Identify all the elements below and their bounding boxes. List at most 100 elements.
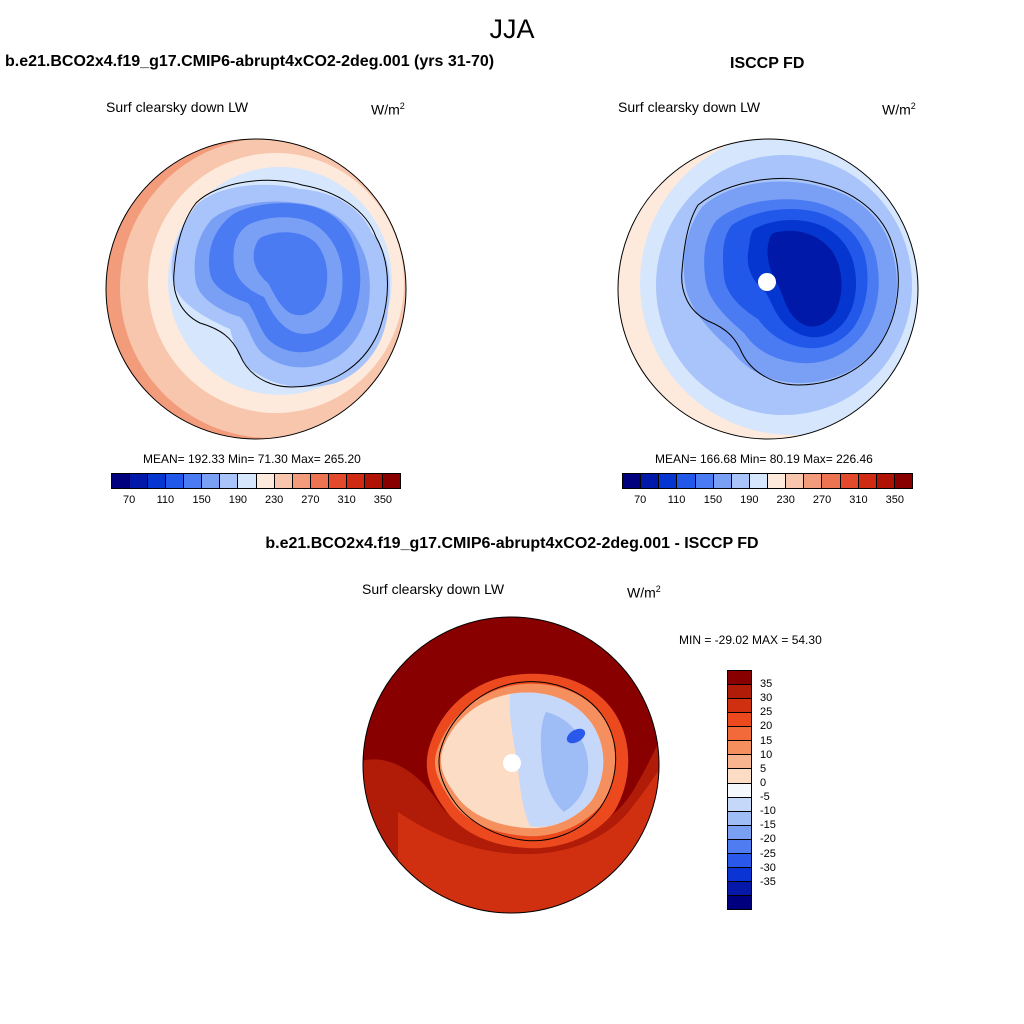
colorbar-tick-label: -20 xyxy=(760,833,776,846)
panel2-pole-missing xyxy=(758,273,776,291)
colorbar-swatch xyxy=(220,474,239,488)
colorbar-tick-label: 5 xyxy=(760,762,767,775)
colorbar-swatch xyxy=(130,474,149,488)
colorbar-swatch xyxy=(382,474,400,488)
colorbar-swatch xyxy=(840,474,859,488)
figure-title: JJA xyxy=(489,14,535,44)
colorbar-tick-label: 15 xyxy=(760,734,773,747)
colorbar-swatch xyxy=(659,474,678,488)
colorbar-swatch xyxy=(786,474,805,488)
panel2-colorbar xyxy=(622,473,913,489)
colorbar-tick-label: 150 xyxy=(703,494,723,506)
colorbar-tick-label: 310 xyxy=(337,494,356,506)
colorbar-tick-label: 230 xyxy=(264,494,284,506)
colorbar-swatch xyxy=(728,699,751,714)
colorbar-tick-label: 10 xyxy=(760,748,773,761)
panel2-title: ISCCP FD xyxy=(730,55,805,72)
colorbar-tick-label: -30 xyxy=(760,861,776,874)
colorbar-swatch xyxy=(876,474,895,488)
colorbar-swatch xyxy=(695,474,714,488)
colorbar-tick-label: 230 xyxy=(776,494,795,506)
panel1-coastline xyxy=(173,179,388,388)
colorbar-swatch xyxy=(728,797,751,812)
colorbar-swatch xyxy=(328,474,347,488)
colorbar-swatch xyxy=(274,474,293,488)
colorbar-swatch xyxy=(728,783,751,798)
panel3-region xyxy=(566,728,586,744)
colorbar-swatch xyxy=(822,474,841,488)
panel1-ring xyxy=(253,232,328,316)
colorbar-swatch xyxy=(728,825,751,840)
colorbar-swatch xyxy=(728,839,751,854)
panel3-variable: Surf clearsky down LW xyxy=(362,581,505,597)
panel3-coastline xyxy=(438,681,617,842)
colorbar-swatch xyxy=(728,685,751,700)
panel1-map-boundary xyxy=(105,138,407,440)
colorbar-swatch xyxy=(804,474,823,488)
colorbar-swatch xyxy=(728,741,751,756)
panel3-stats: MIN = -29.02 MAX = 54.30 xyxy=(679,633,822,647)
colorbar-swatch xyxy=(728,867,751,882)
panel2-variable: Surf clearsky down LW xyxy=(618,99,761,115)
colorbar-swatch xyxy=(184,474,203,488)
colorbar-tick-label: -15 xyxy=(760,819,776,832)
panel3-title: b.e21.BCO2x4.f19_g17.CMIP6-abrupt4xCO2-2… xyxy=(265,535,759,552)
panel1-polar-map xyxy=(105,138,407,440)
colorbar-tick-label: -35 xyxy=(760,875,776,888)
colorbar-swatch xyxy=(364,474,383,488)
colorbar-swatch xyxy=(894,474,912,488)
colorbar-swatch xyxy=(731,474,750,488)
colorbar-tick-label: 30 xyxy=(760,692,773,705)
panel2-coastline xyxy=(681,177,899,386)
colorbar-swatch xyxy=(346,474,365,488)
colorbar-swatch xyxy=(292,474,311,488)
colorbar-swatch xyxy=(148,474,167,488)
panel3-colorbar-ticks: 35 30 25 20 15 10 5 0 -5 -10 -15 -20 -25 -30 -35 xyxy=(760,670,800,910)
colorbar-swatch xyxy=(641,474,660,488)
colorbar-swatch xyxy=(728,727,751,742)
colorbar-swatch xyxy=(202,474,221,488)
colorbar-swatch xyxy=(728,811,751,826)
panel1-variable: Surf clearsky down LW xyxy=(106,99,249,115)
panel1-colorbar xyxy=(111,473,401,489)
colorbar-tick-label: 70 xyxy=(634,494,647,506)
colorbar-tick-label: -10 xyxy=(760,805,776,818)
colorbar-tick-label: 20 xyxy=(760,720,773,733)
panel3-polar-map xyxy=(362,616,660,914)
panel2-polar-map xyxy=(617,138,919,440)
colorbar-tick-label: 270 xyxy=(812,494,832,506)
panel2-map-boundary xyxy=(617,138,919,440)
colorbar-tick-label: 310 xyxy=(849,494,868,506)
panel3-map-boundary xyxy=(362,616,660,914)
colorbar-swatch xyxy=(623,474,642,488)
colorbar-swatch xyxy=(112,474,131,488)
panel3-colorbar xyxy=(727,670,752,910)
colorbar-swatch xyxy=(256,474,275,488)
panel2-stats: MEAN= 166.68 Min= 80.19 Max= 226.46 xyxy=(655,452,873,466)
colorbar-swatch xyxy=(728,881,751,896)
colorbar-swatch xyxy=(728,896,751,910)
panel2-colorbar-ticks: 70 110 150 190 230 270 310 350 xyxy=(622,494,913,508)
panel2-units: W/m2 xyxy=(882,101,916,118)
colorbar-swatch xyxy=(728,713,751,728)
panel3-region xyxy=(398,762,659,913)
colorbar-swatch xyxy=(677,474,696,488)
colorbar-tick-label: 190 xyxy=(228,494,248,506)
colorbar-tick-label: 0 xyxy=(760,776,767,789)
colorbar-tick-label: 110 xyxy=(156,494,175,506)
colorbar-swatch xyxy=(749,474,768,488)
colorbar-tick-label: 150 xyxy=(192,494,211,506)
colorbar-swatch xyxy=(728,853,751,868)
colorbar-tick-label: 350 xyxy=(373,494,393,506)
colorbar-tick-label: 25 xyxy=(760,706,773,719)
panel3-pole-missing xyxy=(503,754,521,772)
colorbar-swatch xyxy=(768,474,787,488)
panel1-colorbar-ticks: 70 110 150 190 230 270 310 350 xyxy=(111,494,401,508)
colorbar-swatch xyxy=(166,474,185,488)
panel1-stats: MEAN= 192.33 Min= 71.30 Max= 265.20 xyxy=(143,452,361,466)
colorbar-swatch xyxy=(310,474,329,488)
colorbar-tick-label: 190 xyxy=(740,494,759,506)
colorbar-swatch xyxy=(713,474,732,488)
colorbar-tick-label: 270 xyxy=(301,494,320,506)
panel2-ring xyxy=(767,230,842,327)
